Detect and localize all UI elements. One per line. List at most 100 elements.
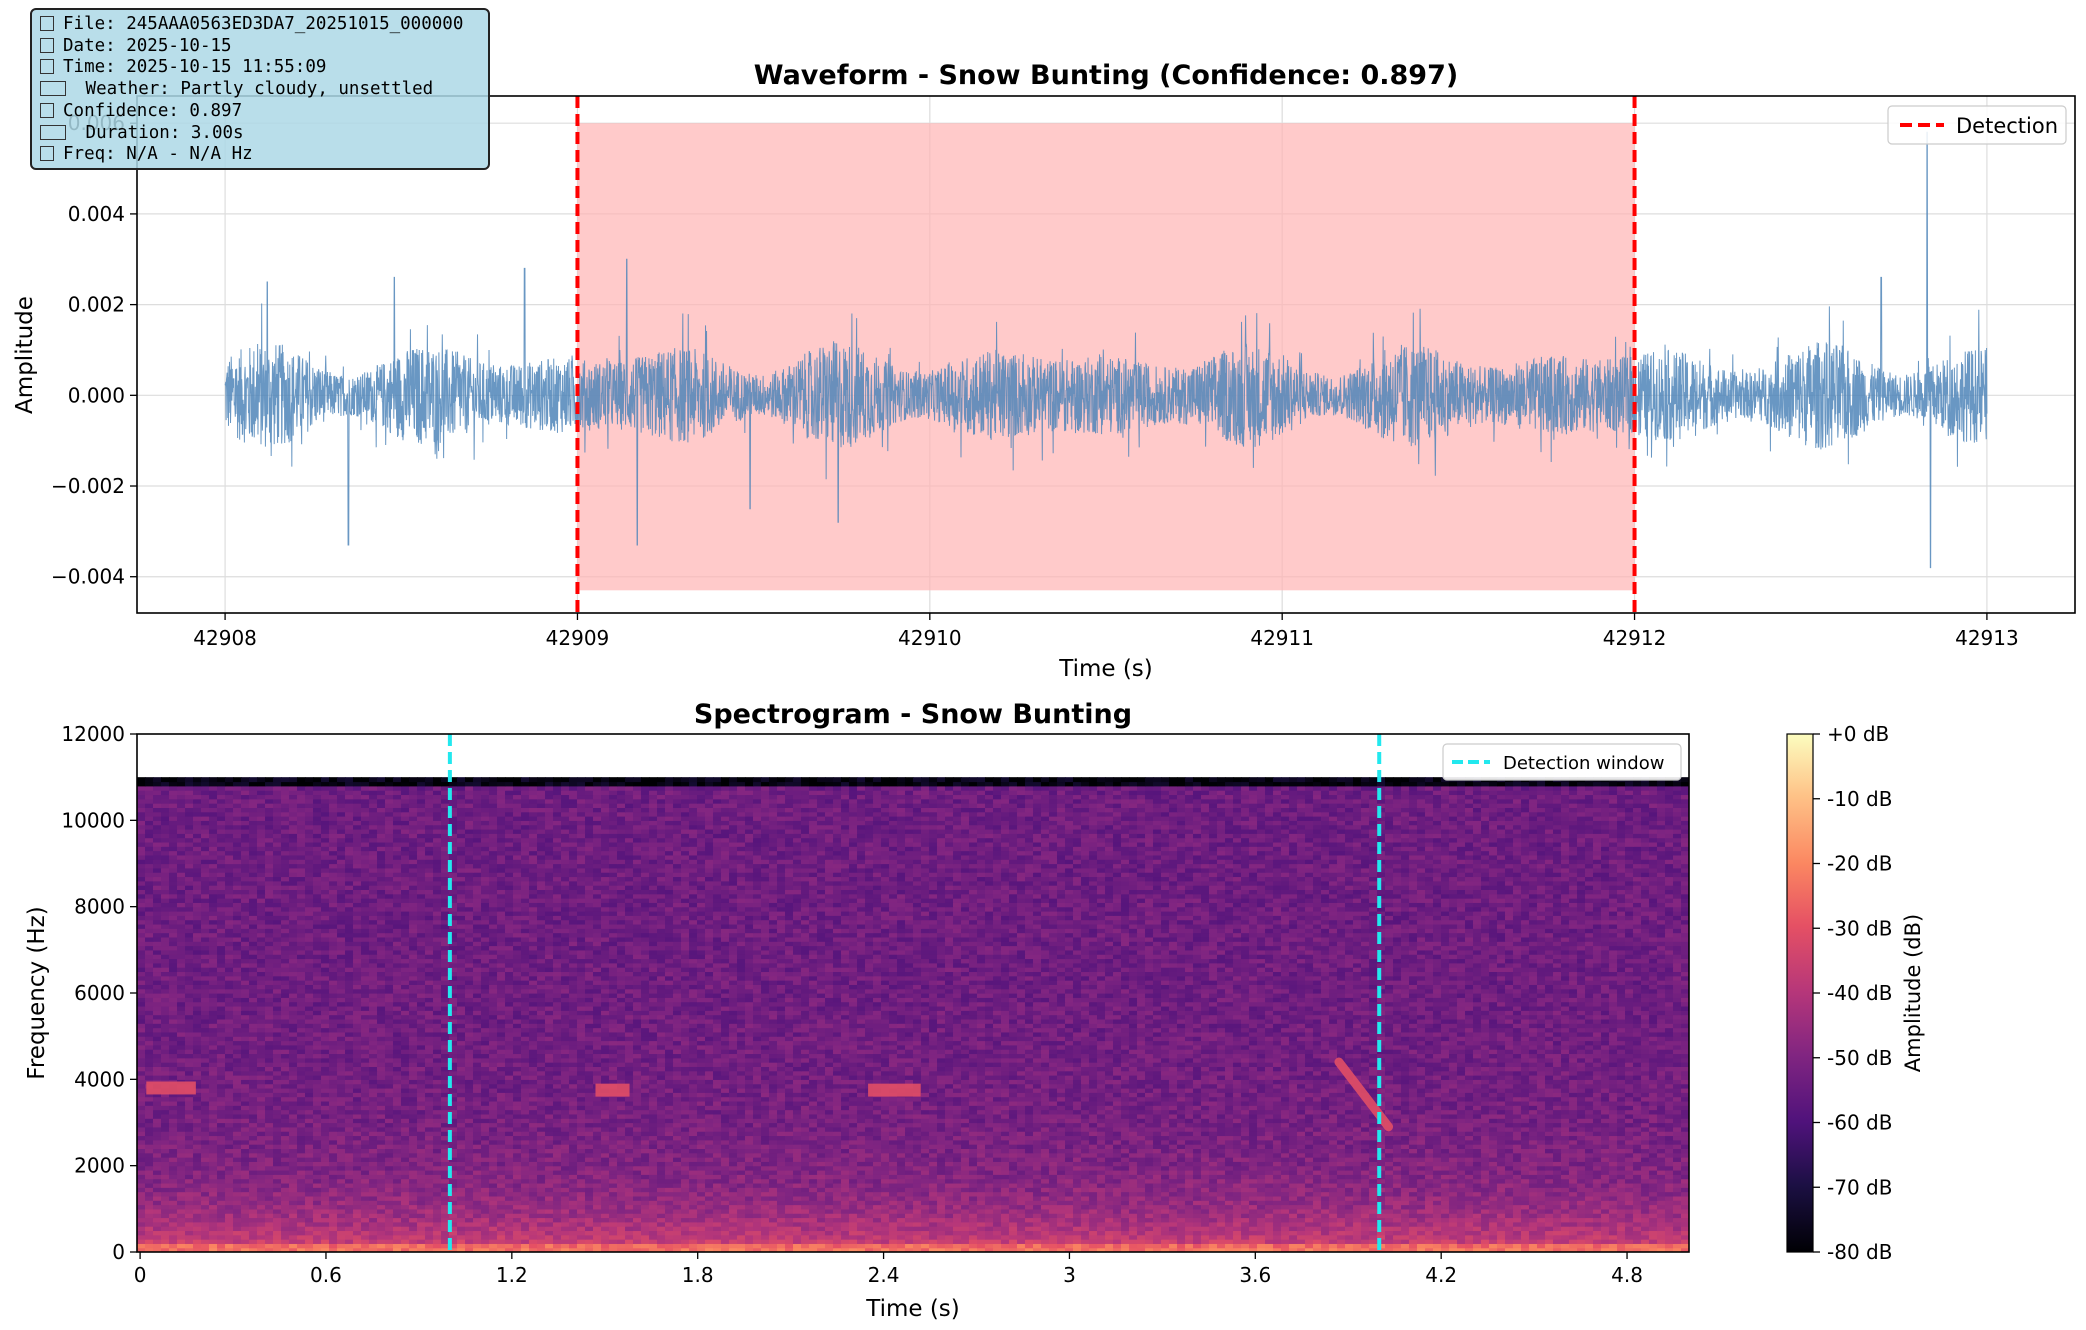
spectrogram-cell: [1345, 1195, 1354, 1201]
spectrogram-cell: [569, 1204, 578, 1210]
spectrogram-cell: [1089, 1234, 1098, 1240]
spectrogram-cell: [1105, 1187, 1114, 1193]
spectrogram-cell: [945, 1191, 954, 1197]
spectrogram-cell: [1489, 1204, 1498, 1210]
spectrogram-cell: [1073, 1174, 1082, 1180]
spectrogram-cell: [1401, 1221, 1410, 1227]
spectrogram-cell: [1593, 1191, 1602, 1197]
spectrogram-cell: [1521, 1239, 1530, 1244]
spectrogram-cell: [1497, 1221, 1506, 1227]
spectrogram-cell: [665, 1247, 674, 1252]
spectrogram-cell: [713, 1226, 722, 1232]
spectrogram-cell: [257, 1230, 266, 1236]
spectrogram-cell: [1009, 1243, 1018, 1249]
spectrogram-cell: [1593, 1157, 1602, 1162]
spectrogram-cell: [1561, 1204, 1570, 1210]
spectrogram-cell: [1313, 1174, 1322, 1180]
spectrogram-cell: [841, 1195, 850, 1201]
spectrogram-cell: [1561, 1230, 1570, 1236]
spectrogram-cell: [857, 1157, 866, 1162]
spectrogram-cell: [225, 1234, 234, 1240]
spectrogram-cell: [457, 1182, 466, 1188]
spectrogram-cell: [1017, 1217, 1026, 1223]
spectrogram-cell: [1305, 1217, 1314, 1223]
spectrogram-cell: [497, 1178, 506, 1184]
spectrogram-cell: [1593, 1226, 1602, 1232]
spectrogram-cell: [641, 1139, 650, 1145]
spectrogram-cell: [145, 1148, 154, 1154]
spectrogram-cell: [865, 1195, 874, 1201]
spectrogram-cell: [1401, 1182, 1410, 1188]
spectrogram-cell: [553, 1230, 562, 1236]
spectrogram-cell: [1057, 1178, 1066, 1184]
spectrogram-cell: [169, 1191, 178, 1197]
spectrogram-cell: [297, 1200, 306, 1206]
spectrogram-cell: [457, 1152, 466, 1158]
spectrogram-cell: [937, 1208, 946, 1214]
spectrogram-cell: [721, 1226, 730, 1232]
spectrogram-cell: [1265, 1178, 1274, 1184]
spectrogram-cell: [345, 1182, 354, 1188]
spectrogram-cell: [1465, 1243, 1474, 1249]
spectrogram-cell: [297, 1221, 306, 1227]
spectrogram-cell: [1673, 1195, 1682, 1201]
spectrogram-cell: [1257, 1204, 1266, 1210]
spectrogram-cell: [305, 1213, 314, 1219]
spectrogram-cell: [1145, 1200, 1154, 1206]
spectrogram-cell: [1417, 1243, 1426, 1249]
spectrogram-cell: [1401, 1226, 1410, 1232]
spectrogram-cell: [1609, 1239, 1618, 1244]
spectrogram-cell: [825, 1239, 834, 1244]
spectrogram-cell: [321, 1187, 330, 1193]
spectrogram-cell: [841, 1157, 850, 1162]
spectrogram-cell: [881, 1191, 890, 1197]
spectrogram-cell: [1665, 1195, 1674, 1201]
spectrogram-cell: [705, 1169, 714, 1175]
spectrogram-cell: [1137, 1152, 1146, 1158]
spectrogram-cell: [649, 1187, 658, 1193]
spectrogram-cell: [1249, 1157, 1258, 1162]
spectrogram-cell: [969, 1234, 978, 1240]
spectrogram-cell: [737, 1230, 746, 1236]
spectrogram-cell: [817, 1239, 826, 1244]
spectrogram-cell: [833, 1204, 842, 1210]
spectrogram-cell: [785, 1169, 794, 1175]
spectrogram-cell: [729, 1148, 738, 1154]
spectrogram-cell: [689, 1152, 698, 1158]
spectrogram-cell: [1281, 1200, 1290, 1206]
spectrogram-cell: [385, 1161, 394, 1167]
spectrogram-cell: [1137, 1217, 1146, 1223]
spectrogram-cell: [241, 1208, 250, 1214]
spectrogram-cell: [249, 1165, 258, 1171]
spectrogram-cell: [1313, 1208, 1322, 1214]
spectrogram-cell: [281, 1247, 290, 1252]
spectrogram-cell: [641, 1148, 650, 1154]
spectrogram-cell: [1001, 1178, 1010, 1184]
spectrogram-cell: [1545, 1178, 1554, 1184]
spectrogram-cell: [489, 1161, 498, 1167]
spectrogram-cell: [641, 1221, 650, 1227]
spectrogram-cell: [577, 1139, 586, 1145]
spectrogram-cell: [305, 1200, 314, 1206]
spectrogram-cell: [449, 1243, 458, 1249]
spectrogram-cell: [1233, 1187, 1242, 1193]
spectrogram-cell: [289, 1174, 298, 1180]
spectrogram-cell: [1161, 1221, 1170, 1227]
spectrogram-cell: [609, 1174, 618, 1180]
spectrogram-cell: [1409, 1144, 1418, 1149]
spectrogram-cell: [921, 1226, 930, 1232]
spectrogram-cell: [1681, 1174, 1689, 1180]
spectrogram-cell: [1153, 1144, 1162, 1149]
spectrogram-cell: [1297, 1239, 1306, 1244]
spectrogram-cell: [1145, 1182, 1154, 1188]
spectrogram-cell: [1241, 1182, 1250, 1188]
spectrogram-cell: [329, 1187, 338, 1193]
spectrogram-cell: [153, 1217, 162, 1223]
spectrogram-cell: [1145, 1204, 1154, 1210]
spectrogram-cell: [1193, 1217, 1202, 1223]
spectrogram-cell: [929, 1148, 938, 1154]
spectrogram-cell: [153, 1174, 162, 1180]
spectrogram-cell: [785, 1234, 794, 1240]
spectrogram-cell: [305, 1169, 314, 1175]
